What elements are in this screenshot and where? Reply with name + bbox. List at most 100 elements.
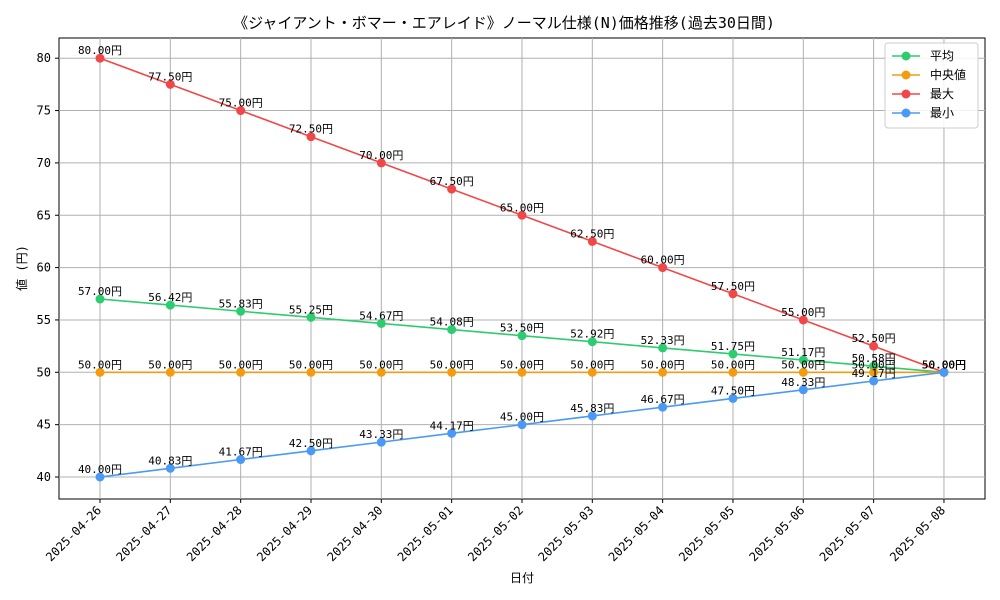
data-label: 48.33円 (781, 376, 825, 389)
x-tick-label: 2025-04-30 (324, 503, 385, 564)
data-label: 50.00円 (922, 358, 966, 371)
data-label: 49.17円 (852, 367, 896, 380)
data-point (798, 355, 808, 365)
data-point (95, 472, 105, 482)
data-label: 45.83円 (570, 402, 614, 415)
data-label: 44.17円 (430, 419, 474, 432)
data-point (798, 385, 808, 395)
data-point (869, 341, 879, 351)
x-tick-label: 2025-05-06 (746, 503, 807, 564)
data-point (236, 367, 246, 377)
data-label: 40.00円 (78, 463, 122, 476)
data-label: 51.17円 (781, 346, 825, 359)
data-label: 75.00円 (219, 97, 263, 110)
data-label: 45.00円 (500, 411, 544, 424)
data-point (236, 306, 246, 316)
data-label: 50.00円 (711, 358, 755, 371)
data-label: 46.67円 (641, 393, 685, 406)
x-tick-label: 2025-05-04 (606, 503, 667, 564)
x-axis-label: 日付 (510, 571, 534, 585)
data-point (165, 79, 175, 89)
data-point (165, 463, 175, 473)
data-point (306, 132, 316, 142)
data-point (376, 437, 386, 447)
y-axis-ticks: 40 45 50 55 60 65 70 75 80 (37, 51, 59, 484)
data-label: 53.50円 (500, 322, 544, 335)
y-tick-label: 65 (37, 208, 51, 222)
legend-label: 平均 (930, 49, 954, 63)
data-point (447, 325, 457, 335)
y-tick-label: 75 (37, 104, 51, 118)
data-point (447, 184, 457, 194)
data-point (236, 106, 246, 116)
data-label: 54.67円 (359, 309, 403, 322)
legend-label: 中央値 (930, 67, 966, 82)
data-point (517, 210, 527, 220)
data-labels: 57.00円 56.42円 55.83円 55.25円 54.67円 54.08円 53.5… (78, 44, 966, 476)
data-label: 62.50円 (570, 227, 614, 240)
legend-marker (901, 51, 911, 61)
data-point (376, 158, 386, 168)
data-label: 50.00円 (570, 358, 614, 371)
x-tick-label: 2025-05-03 (535, 503, 596, 564)
data-point (728, 289, 738, 299)
x-tick-label: 2025-05-08 (887, 503, 948, 564)
data-point (95, 294, 105, 304)
data-label: 60.00円 (641, 254, 685, 267)
y-tick-label: 80 (37, 51, 51, 65)
data-label: 70.00円 (359, 149, 403, 162)
data-label: 52.50円 (852, 332, 896, 345)
data-label: 72.50円 (289, 123, 333, 136)
data-label: 40.83円 (148, 454, 192, 467)
y-tick-label: 40 (37, 470, 51, 484)
data-label: 50.00円 (430, 358, 474, 371)
data-label: 56.42円 (148, 291, 192, 304)
x-tick-label: 2025-05-07 (817, 503, 878, 564)
data-label: 47.50円 (711, 384, 755, 397)
x-tick-label: 2025-04-28 (184, 503, 245, 564)
data-point (447, 428, 457, 438)
data-point (587, 337, 597, 347)
data-point (939, 367, 949, 377)
y-tick-label: 50 (37, 365, 51, 379)
data-point (236, 455, 246, 465)
x-tick-label: 2025-04-26 (43, 503, 104, 564)
legend-marker (901, 70, 911, 80)
chart-title: 《ジャイアント・ボマー・エアレイド》ノーマル仕様(N)価格推移(過去30日間) (233, 14, 775, 32)
data-label: 52.33円 (641, 334, 685, 347)
data-point (306, 312, 316, 322)
data-label: 55.00円 (781, 306, 825, 319)
data-label: 52.92円 (570, 328, 614, 341)
data-label: 50.00円 (641, 358, 685, 371)
data-point (306, 446, 316, 456)
data-label: 43.33円 (359, 428, 403, 441)
legend-marker (901, 108, 911, 118)
data-point (517, 331, 527, 341)
data-point (658, 263, 668, 273)
x-tick-label: 2025-04-29 (254, 503, 315, 564)
data-point (587, 367, 597, 377)
y-tick-label: 55 (37, 313, 51, 327)
data-label: 80.00円 (78, 44, 122, 57)
data-point (869, 376, 879, 386)
data-label: 50.00円 (852, 358, 896, 371)
data-label: 51.75円 (711, 340, 755, 353)
data-label: 57.50円 (711, 280, 755, 293)
y-tick-label: 60 (37, 261, 51, 275)
data-label: 77.50円 (148, 70, 192, 83)
data-point (376, 318, 386, 328)
data-point (728, 367, 738, 377)
data-label: 41.67円 (219, 446, 263, 459)
data-point (728, 393, 738, 403)
data-label: 50.00円 (781, 358, 825, 371)
data-point (587, 411, 597, 421)
legend-label: 最大 (930, 87, 954, 101)
data-label: 50.58円 (852, 352, 896, 365)
data-point (306, 367, 316, 377)
data-point (447, 367, 457, 377)
data-point (658, 343, 668, 353)
data-label: 50.00円 (922, 358, 966, 371)
data-point (658, 367, 668, 377)
